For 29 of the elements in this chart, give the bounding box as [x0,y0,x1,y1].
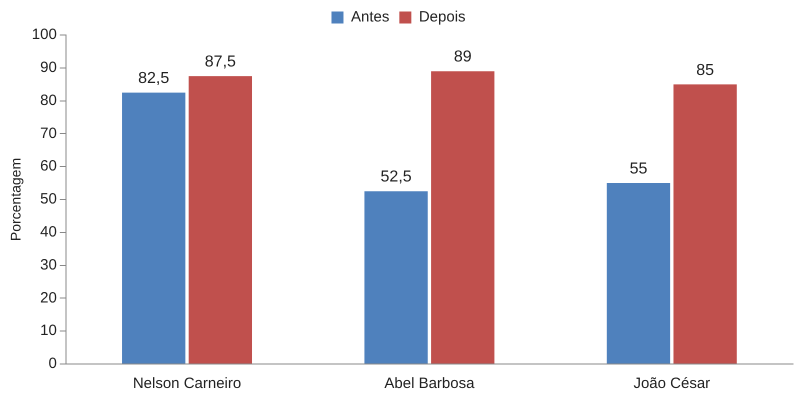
data-label: 82,5 [138,70,170,87]
y-tick-label: 40 [40,224,57,241]
y-tick-label: 10 [40,322,57,340]
legend-label: Antes [350,8,390,26]
x-tick-label: Abel Barbosa [384,375,476,392]
y-tick-label: 70 [40,124,57,142]
legend-label: Depois [418,8,466,26]
y-tick-label: 90 [40,59,57,76]
bar [606,183,670,364]
y-tick-label: 100 [32,26,57,44]
y-tick-label: 80 [40,92,57,109]
data-label: 52,5 [380,168,412,186]
data-label: 55 [630,160,648,178]
bar [122,92,186,364]
y-tick-label: 20 [40,289,57,306]
x-tick-label: Nelson Carneiro [132,375,242,392]
bar [188,76,252,364]
data-label: 85 [696,62,714,79]
data-label: 89 [454,48,472,66]
bar [364,191,428,364]
data-label: 87,5 [204,54,236,71]
y-tick-label: 60 [40,158,57,175]
bar [431,71,494,364]
x-tick-label: João César [633,375,710,392]
y-tick-label: 50 [40,190,57,208]
y-axis-title: Porcentagem [7,158,24,242]
bar [673,84,737,364]
y-tick-label: 0 [48,355,57,372]
y-tick-label: 30 [40,256,57,274]
